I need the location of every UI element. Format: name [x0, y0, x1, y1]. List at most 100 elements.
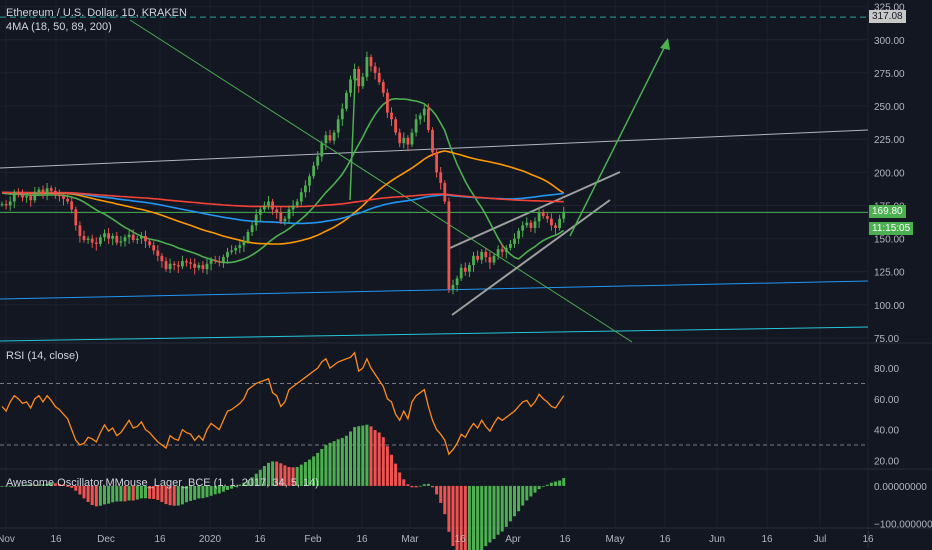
time-tick-label: Apr — [505, 534, 521, 545]
ao-bar — [390, 454, 393, 486]
candle-body — [414, 119, 418, 133]
candle-body — [447, 201, 451, 289]
candle-body — [562, 212, 566, 219]
ao-bar — [230, 485, 234, 489]
candle-body — [377, 72, 381, 83]
price-tick-label: 225.00 — [874, 135, 905, 146]
candle-body — [299, 192, 303, 202]
ao-bar — [394, 463, 398, 486]
candle-body — [107, 233, 110, 239]
ao-bar — [107, 485, 111, 504]
candle-body — [287, 209, 291, 219]
ma-legend[interactable]: 4MA (18, 50, 89, 200) — [6, 21, 112, 33]
ao-panel — [0, 424, 566, 550]
candles — [0, 51, 566, 295]
candle-body — [21, 194, 24, 198]
candle-body — [517, 230, 520, 239]
ao-bar — [426, 483, 430, 486]
countdown-tag: 11:15:05 — [869, 222, 914, 236]
ao-bar — [180, 485, 184, 505]
time-tick-label: 16 — [559, 534, 571, 545]
candle-body — [152, 245, 156, 251]
rsi-panel — [0, 351, 868, 456]
ao-bar — [562, 478, 566, 486]
ao-bar — [139, 485, 143, 499]
candle-body — [66, 198, 69, 202]
candle-body — [463, 267, 467, 272]
candle-body — [545, 216, 549, 219]
ao-bar — [193, 485, 197, 500]
ao-bar — [21, 485, 24, 487]
ma-200-line — [1, 191, 564, 208]
candle-body — [558, 218, 561, 228]
ao-bar — [336, 439, 340, 486]
ao-bar — [549, 482, 553, 486]
ao-bar — [53, 483, 57, 486]
ao-bar — [492, 485, 496, 540]
ao-bar — [16, 485, 20, 487]
ao-bar — [33, 484, 37, 486]
candle-body — [246, 231, 250, 242]
candle-body — [185, 261, 188, 263]
ao-bar — [459, 485, 463, 550]
ao-bar — [74, 485, 78, 491]
time-tick-label: Dec — [97, 534, 115, 545]
candle-body — [267, 201, 270, 206]
time-tick-label: Mar — [401, 534, 419, 545]
candle-body — [45, 188, 49, 194]
candle-body — [406, 137, 410, 145]
ao-title[interactable]: Awesome Oscillator.MMouse_Lager_BCE (1, … — [6, 477, 319, 489]
ao-bar — [197, 485, 201, 499]
ao-bar — [533, 485, 537, 493]
candle-body — [402, 137, 406, 144]
ao-bar — [279, 463, 283, 486]
candle-body — [131, 234, 135, 240]
candle-body — [189, 262, 192, 264]
ao-bar — [517, 485, 521, 512]
candle-body — [476, 255, 479, 260]
ao-bar — [262, 466, 266, 486]
ao-bar — [213, 485, 217, 495]
candle-body — [312, 165, 315, 177]
moving-average-lines — [1, 97, 565, 264]
resistance-trendline — [0, 129, 869, 169]
ao-bar — [353, 427, 357, 486]
ao-bar — [513, 485, 516, 517]
candle-body — [99, 237, 102, 244]
ao-bar — [86, 485, 90, 502]
ao-bar — [324, 445, 328, 486]
candle-body — [443, 182, 447, 202]
ao-bar — [316, 452, 320, 486]
candle-body — [205, 263, 209, 270]
candle-body — [234, 247, 238, 251]
ao-bar — [70, 485, 74, 488]
candle-body — [62, 196, 65, 199]
ao-bar — [226, 485, 229, 490]
ao-bar — [443, 485, 447, 515]
candle-body — [86, 238, 90, 240]
ao-bar — [398, 472, 402, 486]
ao-bar — [541, 485, 545, 487]
ao-bar — [12, 485, 16, 487]
candle-body — [427, 108, 430, 130]
candle-body — [369, 57, 373, 67]
price-tick-label: 300.00 — [874, 36, 905, 47]
ao-bar — [234, 485, 238, 487]
ao-bar — [357, 426, 361, 486]
ao-bar — [25, 484, 29, 486]
candle-body — [410, 132, 414, 145]
ao-bar — [164, 485, 168, 505]
candle-body — [488, 257, 492, 263]
ao-bar — [529, 485, 533, 497]
ao-bar — [119, 485, 123, 502]
symbol-title[interactable]: Ethereum / U.S. Dollar, 1D, KRAKEN — [6, 7, 187, 19]
rsi-title[interactable]: RSI (14, close) — [6, 350, 79, 362]
ao-bar — [135, 485, 139, 500]
ao-bar — [340, 437, 344, 486]
candle-body — [472, 255, 475, 266]
candle-body — [484, 251, 488, 258]
candle-body — [422, 108, 426, 116]
candle-body — [504, 247, 508, 252]
time-tick-label: 16 — [454, 534, 466, 545]
